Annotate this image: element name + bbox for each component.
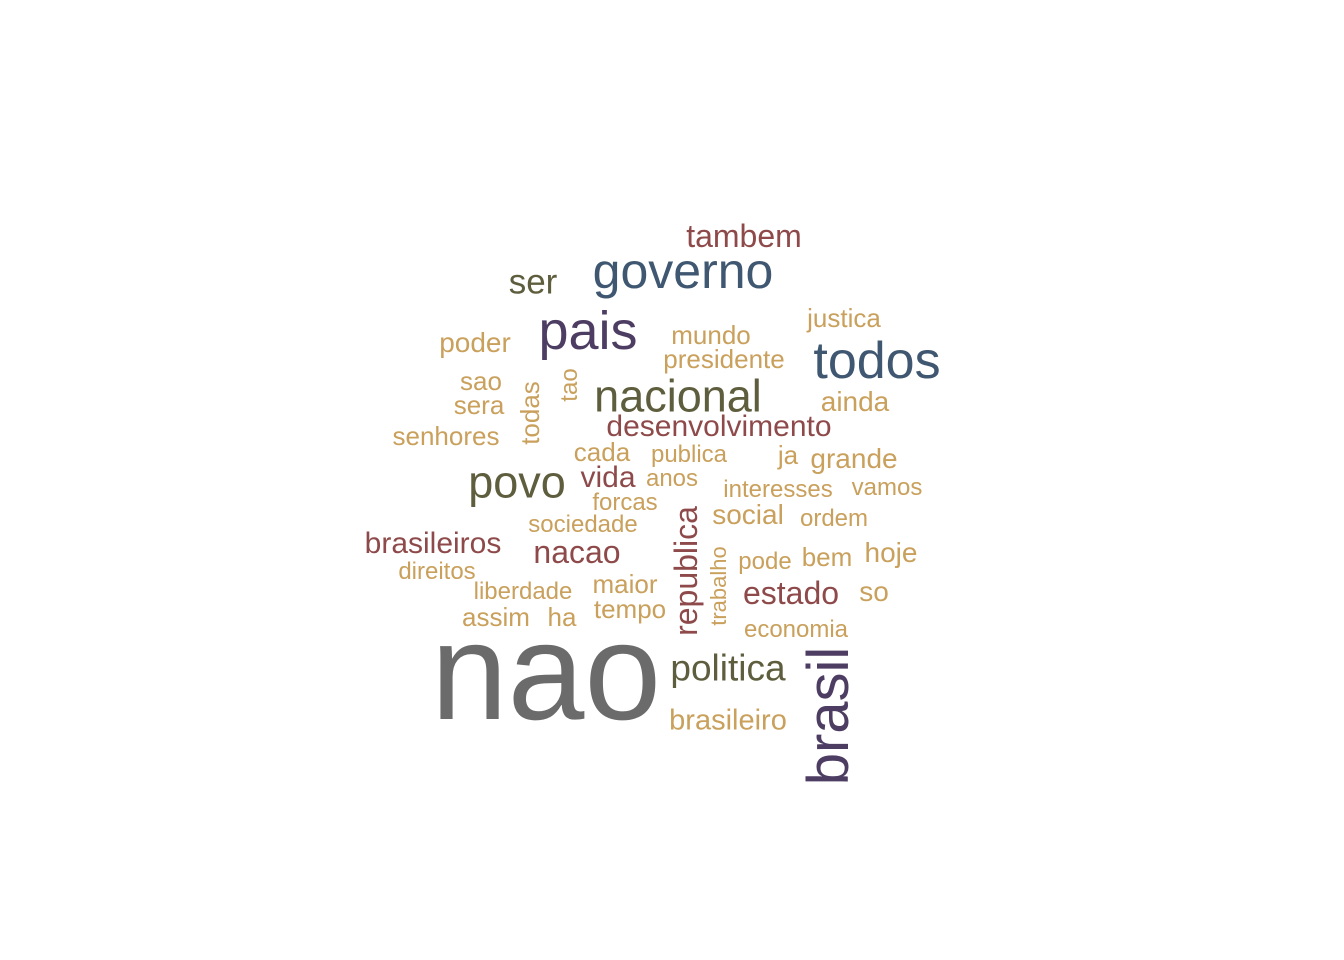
- word-hoje: hoje: [864, 537, 918, 568]
- word-pode: pode: [738, 548, 792, 575]
- word-forcas: forcas: [592, 489, 658, 516]
- word-ser: ser: [508, 262, 558, 302]
- word-senhores: senhores: [392, 421, 500, 451]
- word-direitos: direitos: [398, 558, 476, 585]
- word-tao: tao: [556, 368, 583, 402]
- word-republica: republica: [668, 506, 704, 636]
- word-ha: ha: [547, 602, 577, 632]
- word-sera: sera: [453, 390, 505, 420]
- word-vida: vida: [580, 461, 636, 494]
- word-estado: estado: [742, 575, 840, 611]
- word-interesses: interesses: [723, 476, 833, 503]
- word-poder: poder: [439, 327, 511, 358]
- word-politica: politica: [670, 647, 786, 689]
- word-nacao: nacao: [533, 534, 621, 570]
- word-anos: anos: [645, 465, 699, 492]
- word-presidente: presidente: [663, 344, 785, 374]
- word-vamos: vamos: [851, 474, 923, 501]
- word-assim: assim: [462, 602, 530, 632]
- word-grande: grande: [810, 443, 898, 474]
- word-governo: governo: [592, 243, 774, 299]
- word-trabalho: trabalho: [706, 546, 731, 626]
- word-publica: publica: [650, 441, 728, 468]
- word-pais: pais: [538, 301, 638, 361]
- word-nao: nao: [430, 595, 662, 749]
- word-nacional: nacional: [594, 370, 762, 422]
- word-todos: todos: [813, 332, 941, 390]
- word-justica: justica: [807, 303, 881, 333]
- word-maior: maior: [592, 569, 658, 599]
- word-brasileiro: brasileiro: [669, 704, 787, 737]
- word-tambem: tambem: [686, 218, 802, 254]
- word-ainda: ainda: [820, 386, 890, 417]
- word-economia: economia: [743, 616, 849, 643]
- word-bem: bem: [801, 542, 853, 572]
- word-liberdade: liberdade: [473, 578, 573, 605]
- word-so: so: [859, 576, 889, 607]
- word-ordem: ordem: [799, 505, 869, 532]
- word-cada: cada: [573, 437, 631, 467]
- word-tempo: tempo: [593, 594, 667, 624]
- word-ja: ja: [777, 440, 799, 470]
- word-mundo: mundo: [671, 320, 751, 350]
- word-sao: sao: [460, 366, 502, 396]
- word-brasileiros: brasileiros: [364, 527, 502, 560]
- word-social: social: [712, 499, 784, 530]
- word-sociedade: sociedade: [528, 511, 638, 538]
- word-desenvolvimento: desenvolvimento: [606, 410, 832, 443]
- word-todas: todas: [515, 381, 545, 445]
- word-povo: povo: [468, 456, 566, 508]
- word-brasil: brasil: [796, 646, 861, 786]
